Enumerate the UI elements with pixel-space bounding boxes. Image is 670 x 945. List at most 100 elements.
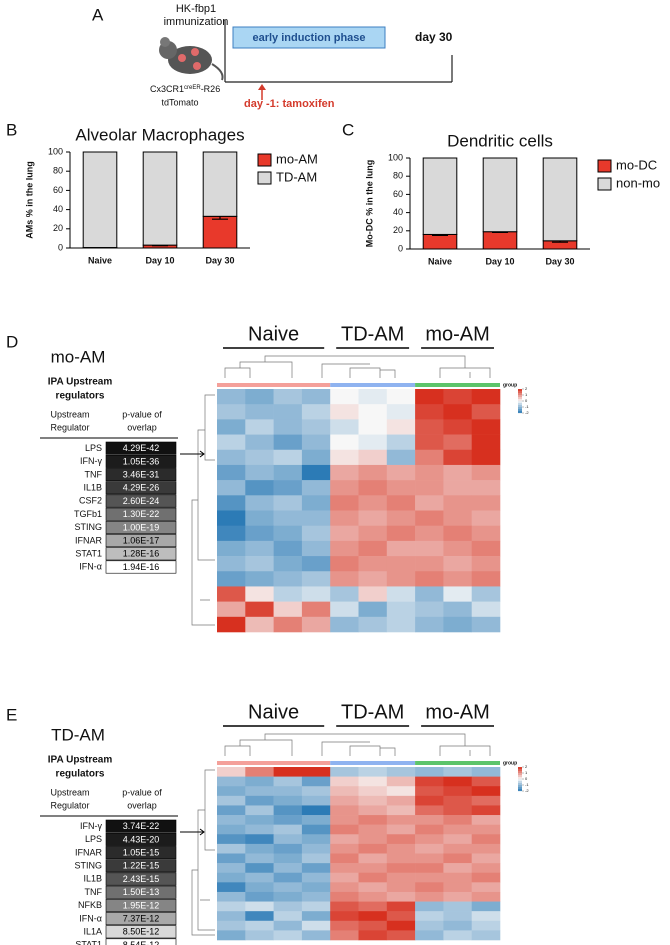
colorbar-step bbox=[518, 775, 522, 778]
y-axis-label: Mo-DC % in the lung bbox=[364, 160, 374, 248]
heatmap-cell bbox=[330, 824, 359, 835]
heatmap-cell bbox=[273, 805, 303, 816]
regulator: STAT1 bbox=[75, 940, 102, 945]
heatmap-cell bbox=[358, 510, 388, 526]
regulator: IL1A bbox=[83, 926, 102, 936]
heatmap-cell bbox=[273, 571, 303, 587]
bar-segment bbox=[482, 157, 518, 233]
heatmap-cell bbox=[358, 571, 388, 587]
heatmap-cell bbox=[471, 510, 501, 526]
heatmap-cell bbox=[273, 786, 303, 797]
x-tick-label: Day 10 bbox=[485, 256, 514, 266]
heatmap-cell bbox=[386, 404, 416, 420]
heatmap-cell bbox=[217, 824, 246, 835]
table-header: overlap bbox=[127, 800, 157, 810]
regulator: IFNAR bbox=[75, 535, 103, 545]
heatmap-cell bbox=[386, 601, 416, 618]
p-value: 1.95E-12 bbox=[123, 900, 160, 910]
y-tick-label: 80 bbox=[53, 166, 63, 176]
heatmap-cell bbox=[273, 389, 303, 405]
heatmap-cell bbox=[386, 882, 416, 893]
y-tick-label: 40 bbox=[393, 207, 403, 217]
heatmap-cell bbox=[471, 495, 501, 511]
heatmap-cell bbox=[330, 540, 359, 557]
heatmap-cell bbox=[330, 882, 359, 893]
colorbar-label: 2 bbox=[525, 764, 528, 769]
heatmap-cell bbox=[217, 449, 246, 466]
colorbar-step bbox=[518, 389, 522, 392]
heatmap-cell bbox=[415, 834, 444, 845]
heatmap-cell bbox=[471, 786, 501, 797]
heatmap-cell bbox=[330, 556, 359, 572]
regulator: STAT1 bbox=[75, 548, 102, 558]
heatmap-cell bbox=[273, 882, 303, 893]
treatment-label: day -1: tamoxifen bbox=[244, 98, 335, 110]
heatmap-cell bbox=[330, 891, 359, 902]
colorbar-step bbox=[518, 405, 522, 408]
regulator: TNF bbox=[85, 469, 103, 479]
table-header: p-value of bbox=[122, 409, 162, 419]
heatmap-cell bbox=[471, 389, 501, 405]
heatmap-cell bbox=[386, 540, 416, 557]
heatmap-cell bbox=[301, 891, 331, 902]
regulator: IL1B bbox=[83, 874, 102, 884]
colorbar-step bbox=[518, 411, 522, 414]
colorbar-label: 1 bbox=[525, 392, 528, 397]
heatmap-cell bbox=[245, 586, 274, 602]
heatmap-cell bbox=[443, 911, 472, 922]
heatmap-cell bbox=[358, 872, 388, 883]
heatmap-cell bbox=[358, 404, 388, 420]
heatmap-cell bbox=[415, 389, 444, 405]
heatmap-cell bbox=[358, 882, 388, 893]
p-value: 1.22E-15 bbox=[123, 861, 160, 871]
heatmap-cell bbox=[330, 449, 359, 466]
heatmap-cell bbox=[358, 389, 388, 405]
heatmap-cell bbox=[358, 824, 388, 835]
heatmap-cell bbox=[443, 767, 472, 777]
heatmap-cell bbox=[386, 449, 416, 466]
heatmap-cell bbox=[471, 480, 501, 496]
heatmap-cell bbox=[245, 843, 274, 854]
heatmap-cell bbox=[443, 540, 472, 557]
heatmap-cell bbox=[443, 616, 472, 633]
regulator: IL1B bbox=[83, 482, 102, 492]
table-header: Upstream bbox=[50, 409, 89, 419]
bar-segment bbox=[422, 233, 458, 250]
colorbar-label: 0 bbox=[525, 776, 528, 781]
heatmap-cell bbox=[443, 464, 472, 481]
heatmap-cell bbox=[301, 586, 331, 602]
heatmap-cell bbox=[245, 930, 274, 941]
heatmap-cell bbox=[386, 419, 416, 435]
heatmap-cell bbox=[386, 464, 416, 481]
heatmap-cell bbox=[245, 616, 274, 633]
heatmap-cell bbox=[358, 834, 388, 845]
p-value: 1.50E-13 bbox=[123, 887, 160, 897]
heatmap-cell bbox=[245, 601, 274, 618]
chart-title: Alveolar Macrophages bbox=[75, 125, 244, 144]
y-tick-label: 60 bbox=[53, 185, 63, 195]
regulator: LPS bbox=[85, 443, 102, 453]
heatmap-cell bbox=[330, 389, 359, 405]
heatmap-cell bbox=[245, 882, 274, 893]
heatmap-cell bbox=[358, 540, 388, 557]
heatmap-cell bbox=[273, 464, 303, 481]
heatmap-cell bbox=[217, 882, 246, 893]
heatmap-cell bbox=[273, 601, 303, 618]
heatmap-cell bbox=[415, 863, 444, 874]
regulator: IFNAR bbox=[75, 847, 103, 857]
heatmap-cell bbox=[471, 776, 501, 787]
heatmap-cell bbox=[415, 767, 444, 777]
heatmap-cell bbox=[386, 891, 416, 902]
heatmap-cell bbox=[443, 495, 472, 511]
heatmap-cell bbox=[386, 901, 416, 912]
heatmap-cell bbox=[386, 480, 416, 496]
p-value-cell bbox=[105, 872, 177, 886]
heatmap-cell bbox=[330, 863, 359, 874]
heatmap-cell bbox=[273, 891, 303, 902]
heatmap-cell bbox=[443, 571, 472, 587]
heatmap-cell bbox=[273, 853, 303, 864]
heatmap-cell bbox=[471, 911, 501, 922]
legend-swatch bbox=[597, 159, 612, 173]
colorbar-step bbox=[518, 769, 522, 772]
